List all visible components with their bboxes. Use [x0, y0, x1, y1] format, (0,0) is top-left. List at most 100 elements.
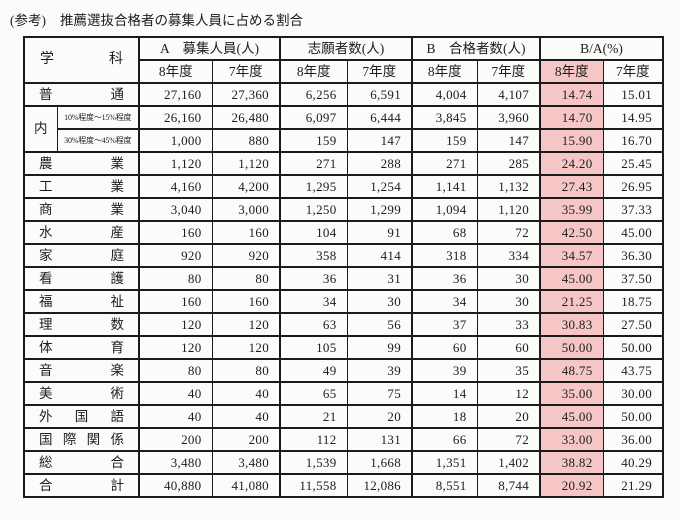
department-label: 体育	[39, 339, 124, 355]
department-label: 商業	[39, 201, 124, 217]
department-label: 看護	[39, 270, 124, 286]
header-group-ratio: B/A(%)	[539, 36, 664, 61]
value-cell: 358	[279, 243, 348, 268]
department-label: 合計	[39, 477, 124, 493]
value-cell: 30	[476, 266, 541, 291]
table-row: 工業 4,160 4,200 1,295 1,254 1,141 1,132 2…	[23, 174, 664, 199]
department-label: 音楽	[39, 362, 124, 378]
ratio-cell-highlight: 35.00	[539, 381, 604, 406]
department-cell: 国際関係	[23, 427, 140, 452]
value-cell: 3,480	[138, 450, 213, 475]
value-cell: 131	[346, 427, 413, 452]
value-cell: 160	[138, 289, 213, 314]
value-cell: 1,250	[279, 197, 348, 222]
value-cell: 147	[476, 128, 541, 153]
department-cell: 外国語	[23, 404, 140, 429]
header-year-cell-highlight: 8年度	[539, 59, 604, 84]
header-year-cell: 8年度	[411, 59, 478, 84]
ratio-cell-highlight: 35.99	[539, 197, 604, 222]
inner-group-cell: 内	[23, 105, 58, 153]
ratio-cell: 43.75	[602, 358, 664, 383]
table-row: 音楽 80 80 49 39 39 35 48.75 43.75	[23, 358, 664, 383]
value-cell: 20	[346, 404, 413, 429]
value-cell: 1,254	[346, 174, 413, 199]
value-cell: 1,299	[346, 197, 413, 222]
header-department-label: 学科	[40, 52, 123, 67]
table-row: 水産 160 160 104 91 68 72 42.50 45.00	[23, 220, 664, 245]
header-year-cell: 7年度	[602, 59, 664, 84]
value-cell: 160	[138, 220, 213, 245]
value-cell: 30	[346, 289, 413, 314]
value-cell: 68	[411, 220, 478, 245]
value-cell: 65	[279, 381, 348, 406]
title-prefix: (参考)	[10, 13, 46, 28]
department-cell: 福祉	[23, 289, 140, 314]
department-cell: 工業	[23, 174, 140, 199]
ratio-cell: 45.00	[602, 220, 664, 245]
value-cell: 288	[346, 151, 413, 176]
table-row: 商業 3,040 3,000 1,250 1,299 1,094 1,120 3…	[23, 197, 664, 222]
ratio-cell: 36.00	[602, 427, 664, 452]
department-label: 美術	[39, 385, 124, 401]
ratio-cell: 25.45	[602, 151, 664, 176]
value-cell: 159	[279, 128, 348, 153]
value-cell: 4,004	[411, 82, 478, 107]
department-label: 理数	[39, 316, 124, 332]
value-cell: 40	[138, 404, 213, 429]
value-cell: 3,845	[411, 105, 478, 130]
value-cell: 159	[411, 128, 478, 153]
department-label: 農業	[39, 155, 124, 171]
header-group-capacity: A 募集人員(人)	[138, 36, 281, 61]
value-cell: 80	[211, 358, 281, 383]
value-cell: 80	[138, 266, 213, 291]
value-cell: 35	[476, 358, 541, 383]
value-cell: 60	[411, 335, 478, 360]
value-cell: 49	[279, 358, 348, 383]
table-row: 家庭 920 920 358 414 318 334 34.57 36.30	[23, 243, 664, 268]
department-cell: 美術	[23, 381, 140, 406]
value-cell: 200	[138, 427, 213, 452]
department-label: 普通	[39, 86, 124, 102]
value-cell: 4,160	[138, 174, 213, 199]
department-cell: 理数	[23, 312, 140, 337]
header-group-accepted: B 合格者数(人)	[411, 36, 541, 61]
value-cell: 920	[138, 243, 213, 268]
value-cell: 12,086	[346, 473, 413, 498]
value-cell: 60	[476, 335, 541, 360]
ratio-table: 学科 A 募集人員(人) 志願者数(人) B 合格者数(人) B/A(%) 8年…	[23, 36, 664, 498]
header-year-cell: 7年度	[476, 59, 541, 84]
table-row: 美術 40 40 65 75 14 12 35.00 30.00	[23, 381, 664, 406]
value-cell: 34	[411, 289, 478, 314]
department-cell: 合計	[23, 473, 140, 498]
ratio-cell-highlight: 14.74	[539, 82, 604, 107]
ratio-cell: 18.75	[602, 289, 664, 314]
value-cell: 14	[411, 381, 478, 406]
value-cell: 3,480	[211, 450, 281, 475]
department-cell: 体育	[23, 335, 140, 360]
value-cell: 1,120	[211, 151, 281, 176]
department-cell: 農業	[23, 151, 140, 176]
value-cell: 31	[346, 266, 413, 291]
value-cell: 1,120	[476, 197, 541, 222]
ratio-cell-highlight: 15.90	[539, 128, 604, 153]
department-label: 福祉	[39, 293, 124, 309]
header-year-cell: 8年度	[138, 59, 213, 84]
ratio-cell: 40.29	[602, 450, 664, 475]
value-cell: 1,120	[138, 151, 213, 176]
ratio-cell-highlight: 45.00	[539, 266, 604, 291]
value-cell: 27,160	[138, 82, 213, 107]
ratio-cell-highlight: 38.82	[539, 450, 604, 475]
value-cell: 18	[411, 404, 478, 429]
value-cell: 4,107	[476, 82, 541, 107]
value-cell: 27,360	[211, 82, 281, 107]
value-cell: 1,668	[346, 450, 413, 475]
department-cell: 看護	[23, 266, 140, 291]
table-row: 看護 80 80 36 31 36 30 45.00 37.50	[23, 266, 664, 291]
ratio-cell: 27.50	[602, 312, 664, 337]
department-cell: 音楽	[23, 358, 140, 383]
header-year-cell: 8年度	[279, 59, 348, 84]
value-cell: 3,960	[476, 105, 541, 130]
department-label: 総合	[39, 454, 124, 470]
value-cell: 920	[211, 243, 281, 268]
header-row-groups: 学科 A 募集人員(人) 志願者数(人) B 合格者数(人) B/A(%)	[23, 36, 664, 84]
